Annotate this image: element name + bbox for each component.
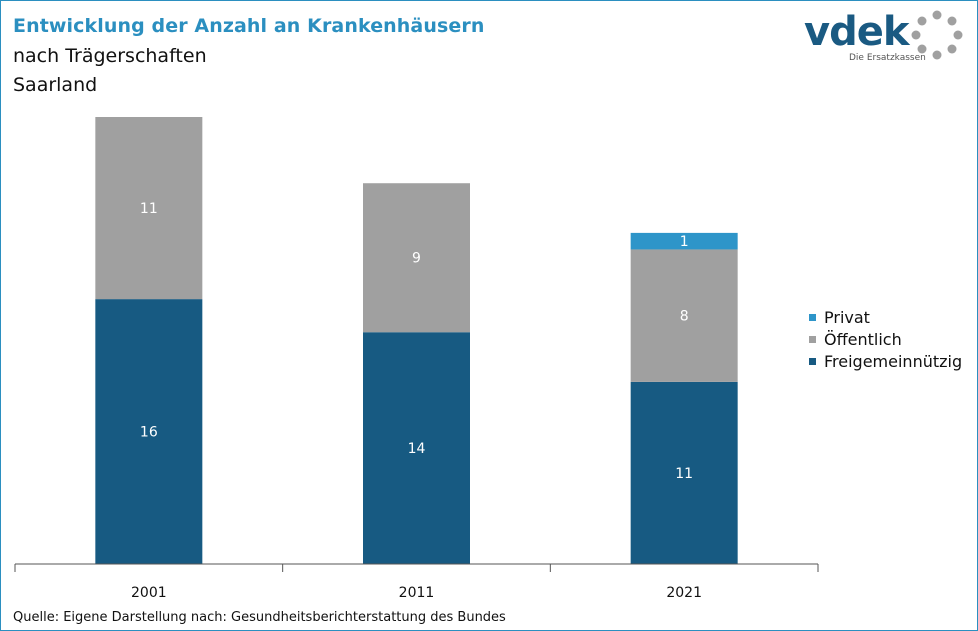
bar-segment <box>630 249 738 382</box>
data-label: 14 <box>408 441 426 457</box>
legend-label: Öffentlich <box>824 329 902 349</box>
data-label: 9 <box>412 251 421 267</box>
legend-swatch <box>809 357 816 365</box>
logo-tagline: Die Ersatzkassen <box>849 53 926 63</box>
chart-subtitle: nach Trägerschaften <box>13 45 207 67</box>
logo-ring-icon <box>911 10 963 60</box>
data-label: 1 <box>680 234 689 250</box>
data-label: 16 <box>140 425 158 441</box>
legend-swatch <box>809 313 816 321</box>
data-label: 11 <box>675 466 693 482</box>
vdek-logo: vdek Die Ersatzkassen <box>801 7 971 67</box>
legend-label: Privat <box>824 307 870 327</box>
bar-segment <box>95 299 203 564</box>
legend-item: Freigemeinnützig <box>809 350 962 372</box>
legend-label: Freigemeinnützig <box>824 351 963 371</box>
bar-segment <box>630 232 738 250</box>
x-tick-label: 2021 <box>666 585 702 601</box>
x-tick-label: 2001 <box>131 585 167 601</box>
bar-segment <box>95 117 203 300</box>
bar-segment <box>630 381 738 564</box>
data-label: 8 <box>680 309 689 325</box>
source-note: Quelle: Eigene Darstellung nach: Gesundh… <box>13 610 506 625</box>
x-tick-label: 2011 <box>399 585 435 601</box>
chart-legend: Privat Öffentlich Freigemeinnützig <box>809 306 962 372</box>
bar-segment <box>363 332 470 564</box>
data-label: 11 <box>140 201 158 217</box>
chart-region-label: Saarland <box>13 74 98 96</box>
bar-segment <box>363 183 470 333</box>
legend-item: Privat <box>809 306 962 328</box>
legend-swatch <box>809 335 816 343</box>
logo-wordmark: vdek <box>804 9 909 55</box>
legend-item: Öffentlich <box>809 328 962 350</box>
chart-title: Entwicklung der Anzahl an Krankenhäusern <box>13 15 485 37</box>
